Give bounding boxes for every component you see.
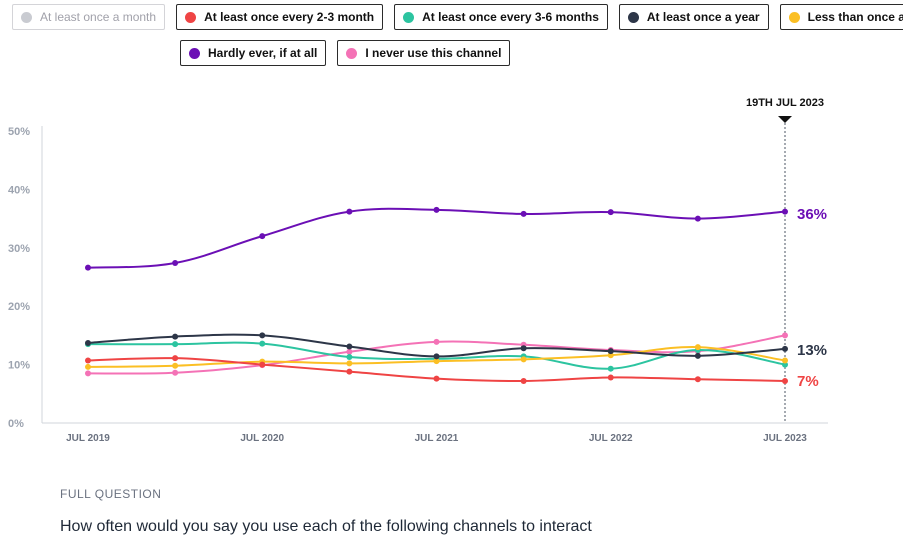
- date-marker-label: 19TH JUL 2023: [746, 97, 824, 109]
- data-point-less-than-once-a-year: [694, 344, 701, 351]
- series-line-at-least-once-a-year: [87, 333, 786, 358]
- data-point-at-least-once-every-2-3-month: [607, 374, 614, 381]
- data-point-less-than-once-a-year: [346, 360, 353, 367]
- data-point-at-least-once-every-2-3-month: [346, 368, 353, 375]
- legend-chip-2-3-month[interactable]: At least once every 2-3 month: [176, 4, 384, 30]
- x-tick-label: JUL 2021: [415, 433, 459, 444]
- data-point-i-never-use-this-channel: [782, 332, 788, 339]
- date-marker-triangle-icon: [778, 116, 792, 123]
- data-point-less-than-once-a-year: [520, 356, 527, 363]
- data-point-at-least-once-every-3-6-months: [346, 354, 353, 361]
- legend: At least once a month At least once ever…: [12, 4, 903, 76]
- data-point-i-never-use-this-channel: [85, 370, 91, 377]
- data-point-at-least-once-every-2-3-month: [259, 361, 266, 368]
- data-point-at-least-once-a-year: [782, 345, 788, 352]
- data-point-hardly-ever-if-at-all: [172, 259, 179, 266]
- end-value-label: 13%: [797, 342, 827, 359]
- data-point-less-than-once-a-year: [85, 363, 91, 370]
- data-point-less-than-once-a-year: [433, 358, 440, 365]
- data-point-at-least-once-every-3-6-months: [172, 341, 179, 348]
- legend-chip-never[interactable]: I never use this channel: [337, 40, 511, 66]
- legend-chip-yearly[interactable]: At least once a year: [618, 4, 769, 30]
- y-tick-label: 50%: [8, 126, 30, 138]
- legend-label: At least once a year: [646, 10, 760, 24]
- data-point-at-least-once-every-3-6-months: [259, 340, 266, 347]
- legend-label: At least once every 2-3 month: [204, 10, 375, 24]
- data-point-at-least-once-a-year: [259, 332, 266, 339]
- data-point-at-least-once-a-year: [85, 339, 91, 346]
- data-point-hardly-ever-if-at-all: [433, 206, 440, 213]
- data-point-hardly-ever-if-at-all: [520, 210, 527, 217]
- x-tick-label: JUL 2022: [589, 433, 633, 444]
- data-point-at-least-once-every-2-3-month: [782, 377, 788, 384]
- legend-dot-icon: [346, 47, 358, 59]
- y-tick-label: 40%: [8, 184, 30, 196]
- series-line-hardly-ever-if-at-all: [87, 207, 786, 269]
- data-point-at-least-once-every-2-3-month: [694, 376, 701, 383]
- data-point-at-least-once-every-3-6-months: [607, 365, 614, 372]
- legend-dot-icon: [21, 11, 32, 23]
- data-point-at-least-once-every-2-3-month: [433, 375, 440, 382]
- data-point-at-least-once-every-2-3-month: [520, 377, 527, 384]
- full-question-text: How often would you say you use each of …: [60, 518, 592, 535]
- legend-chip-less-than-yearly[interactable]: Less than once a year: [779, 4, 903, 30]
- data-point-at-least-once-every-2-3-month: [85, 357, 91, 364]
- legend-dot-icon: [185, 11, 197, 23]
- data-point-at-least-once-a-year: [433, 353, 440, 360]
- data-point-hardly-ever-if-at-all: [607, 209, 614, 216]
- data-point-i-never-use-this-channel: [433, 338, 440, 345]
- y-tick-label: 0%: [8, 418, 24, 430]
- legend-chip-monthly[interactable]: At least once a month: [12, 4, 166, 30]
- legend-label: At least once a month: [40, 10, 157, 24]
- legend-label: I never use this channel: [365, 46, 502, 60]
- data-point-at-least-once-a-year: [346, 343, 353, 350]
- data-point-hardly-ever-if-at-all: [85, 264, 91, 271]
- y-tick-label: 10%: [8, 360, 30, 372]
- y-tick-label: 30%: [8, 243, 30, 255]
- legend-label: Hardly ever, if at all: [208, 46, 318, 60]
- data-point-less-than-once-a-year: [172, 362, 179, 369]
- data-point-at-least-once-a-year: [172, 333, 179, 340]
- legend-row-1: At least once a month At least once ever…: [12, 4, 903, 30]
- legend-dot-icon: [189, 47, 200, 59]
- data-point-hardly-ever-if-at-all: [782, 208, 788, 215]
- data-point-hardly-ever-if-at-all: [259, 233, 266, 240]
- x-tick-label: JUL 2023: [763, 433, 807, 444]
- y-tick-label: 20%: [8, 301, 30, 313]
- data-point-at-least-once-a-year: [607, 348, 614, 355]
- line-chart: 0% 10% 20% 30% 40% 50% JUL 2019 JUL 2020 JUL 202…: [8, 97, 828, 444]
- legend-label: Less than once a year: [807, 10, 903, 24]
- data-point-at-least-once-every-2-3-month: [172, 355, 179, 362]
- data-point-hardly-ever-if-at-all: [694, 215, 701, 222]
- full-question-label: FULL QUESTION: [60, 487, 162, 501]
- end-value-label: 7%: [797, 373, 819, 390]
- data-point-hardly-ever-if-at-all: [346, 208, 353, 215]
- legend-label: At least once every 3-6 months: [422, 10, 599, 24]
- x-tick-label: JUL 2019: [66, 433, 110, 444]
- legend-dot-icon: [788, 11, 800, 23]
- legend-chip-3-6-months[interactable]: At least once every 3-6 months: [394, 4, 608, 30]
- legend-row-2: Hardly ever, if at all I never use this …: [12, 40, 892, 66]
- legend-chip-hardly-ever[interactable]: Hardly ever, if at all: [180, 40, 327, 66]
- data-point-at-least-once-a-year: [520, 345, 527, 352]
- legend-dot-icon: [403, 11, 415, 23]
- data-point-i-never-use-this-channel: [172, 369, 179, 376]
- data-point-less-than-once-a-year: [782, 357, 788, 364]
- end-value-label: 36%: [797, 206, 827, 223]
- data-point-at-least-once-a-year: [694, 352, 701, 359]
- data-point-i-never-use-this-channel: [346, 348, 353, 355]
- legend-dot-icon: [627, 11, 639, 23]
- x-tick-label: JUL 2020: [240, 433, 284, 444]
